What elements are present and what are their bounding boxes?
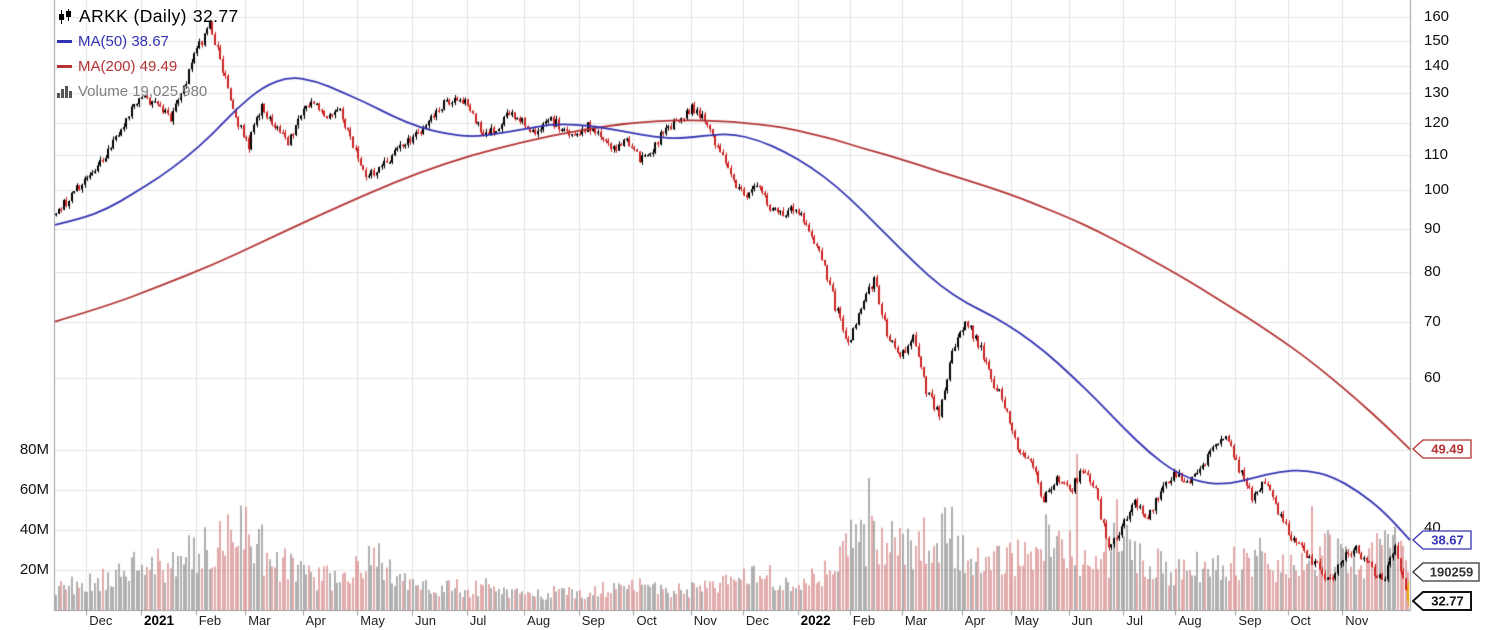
price-axis-label: 60 [1424,369,1441,387]
month-axis-label: Dec [89,613,113,628]
price-axis-label: 120 [1424,113,1450,131]
symbol-title: ARKK (Daily) [79,6,187,26]
price-axis-tag-38-67: 38.67 [1412,529,1472,551]
month-axis-label: Dec [745,613,770,628]
legend-symbol-row: ARKK (Daily) 32.77 [57,4,239,29]
ma50-legend: MA(50) 38.67 [78,33,169,50]
price-axis-label: 70 [1424,312,1441,330]
price-axis-label: 90 [1424,219,1441,237]
ma200-legend: MA(200) 49.49 [78,58,178,75]
month-axis-label: Jul [1126,613,1143,628]
month-axis-label: Jun [414,613,436,628]
month-axis-label: Apr [305,613,326,628]
month-axis-label: Apr [964,613,986,628]
ma50-swatch [57,40,72,43]
month-axis-label: Feb [198,613,222,628]
year-axis-label: 2022 [800,613,831,628]
volume-axis-label: 60M [19,481,49,498]
month-axis-label: Mar [904,613,928,628]
price-axis-tag-32-77: 32.77 [1412,590,1472,612]
year-axis-label: 2021 [143,613,175,628]
month-axis-label: May [1014,613,1039,628]
volume-legend: Volume 19,025,980 [78,83,208,100]
price-axis-label: 100 [1424,181,1450,199]
price-axis-label: 150 [1424,31,1450,49]
month-axis-label: Nov [693,613,717,628]
svg-text:32.77: 32.77 [1431,594,1464,609]
svg-text:38.67: 38.67 [1431,533,1464,548]
month-axis-label: Nov [1345,613,1369,628]
volume-axis-label: 80M [19,441,49,458]
month-axis-label: Aug [527,613,551,628]
month-axis-label: Feb [852,613,876,628]
chart-legend: ARKK (Daily) 32.77 MA(50) 38.67 MA(200) … [57,4,239,104]
month-axis-label: Oct [1290,613,1311,628]
volume-axis-label: 40M [19,521,49,538]
month-axis-label: May [360,613,385,628]
month-axis-label: Mar [248,613,271,628]
month-axis-label: Sep [1238,613,1262,628]
symbol-last-price: 32.77 [192,6,239,26]
price-axis-label: 80 [1424,263,1441,281]
volume-axis-tag-190259: 190259 [1412,561,1480,583]
price-axis-label: 160 [1424,7,1450,25]
month-axis-label: Jul [469,613,487,628]
month-axis-label: Sep [581,613,605,628]
candlestick-icon [59,8,71,24]
svg-text:49.49: 49.49 [1431,442,1464,457]
month-axis-label: Oct [636,613,657,628]
volume-axis-label: 20M [19,561,49,578]
price-axis-label: 130 [1424,84,1450,102]
price-axis-tag-49-49: 49.49 [1412,438,1472,460]
legend-volume-row: Volume 19,025,980 [57,79,239,104]
volume-icon [57,85,72,98]
month-axis-label: Jun [1071,613,1093,628]
price-axis-label: 110 [1424,145,1448,163]
svg-text:190259: 190259 [1430,565,1473,580]
price-axis-label: 140 [1424,57,1450,75]
legend-ma200-row: MA(200) 49.49 [57,54,239,79]
legend-ma50-row: MA(50) 38.67 [57,29,239,54]
ma200-swatch [57,65,72,68]
month-axis-label: Aug [1178,613,1202,628]
